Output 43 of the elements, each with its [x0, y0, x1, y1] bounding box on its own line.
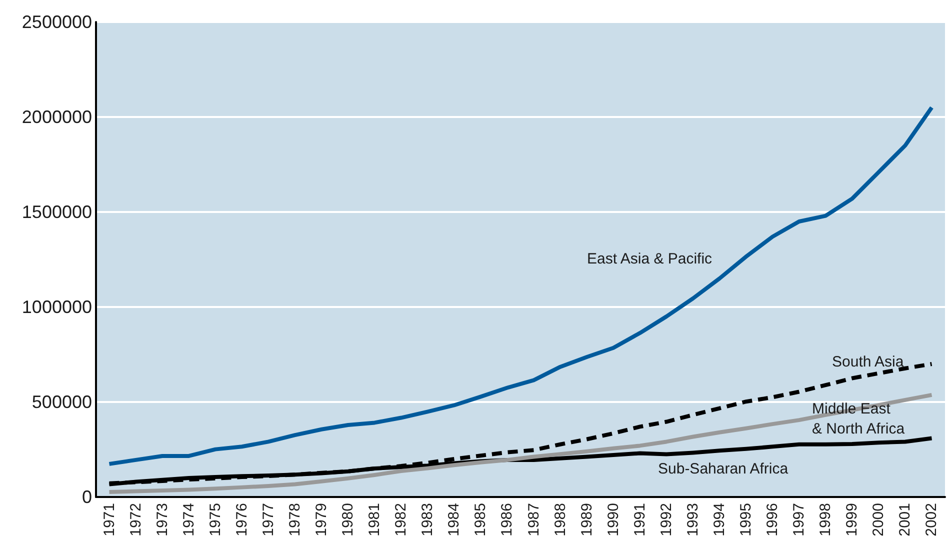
x-tick-label: 1975: [206, 503, 224, 536]
x-tick-label: 1999: [844, 503, 861, 536]
y-tick-label: 500000: [32, 392, 92, 412]
x-tick-label: 1991: [631, 503, 648, 536]
series-label: East Asia & Pacific: [587, 250, 713, 268]
x-tick-label: 1987: [525, 503, 542, 536]
x-tick-label: 1992: [658, 503, 675, 536]
x-tick-label: 1994: [710, 503, 728, 536]
x-tick-label: 1976: [233, 503, 250, 536]
y-tick-label: 2500000: [22, 12, 92, 32]
series-label: Middle East & North Africa: [812, 400, 906, 438]
series-label: South Asia: [832, 354, 904, 370]
x-tick-label: 1997: [790, 503, 808, 536]
x-tick-label: 1973: [154, 503, 171, 536]
x-tick-label: 2001: [896, 503, 914, 536]
x-tick-label: 1972: [127, 503, 144, 536]
x-tick-label: 1993: [684, 503, 702, 536]
x-tick-label: 1985: [472, 503, 490, 536]
y-tick-label: 1500000: [22, 202, 92, 222]
x-tick-label: 1979: [313, 503, 330, 536]
x-tick-label: 1996: [764, 503, 782, 536]
x-tick-label: 1971: [100, 503, 118, 536]
x-tick-label: 1982: [392, 503, 410, 536]
x-tick-label: 1995: [738, 503, 755, 536]
x-tick-label: 1981: [366, 503, 384, 536]
x-tick-label: 1986: [498, 503, 516, 536]
x-tick-label: 1980: [340, 503, 357, 536]
x-tick-label: 1977: [260, 503, 277, 536]
y-tick-label: 0: [82, 487, 92, 507]
x-tick-label: 1984: [446, 503, 463, 536]
x-tick-label: 1989: [578, 503, 596, 536]
y-tick-label: 2000000: [22, 107, 92, 127]
x-tick-label: 1974: [180, 503, 198, 536]
x-tick-label: 1990: [604, 503, 622, 536]
line-series: [107, 392, 934, 494]
x-tick-label: 1988: [552, 503, 569, 536]
x-tick-label: 2002: [923, 503, 940, 536]
x-tick-label: 2000: [870, 503, 888, 536]
x-tick-label: 1998: [817, 503, 834, 536]
x-tick-label: 1983: [419, 503, 436, 536]
series-label: Sub-Saharan Africa: [658, 460, 789, 478]
y-tick-label: 1000000: [22, 297, 92, 317]
x-tick-label: 1978: [286, 503, 304, 536]
